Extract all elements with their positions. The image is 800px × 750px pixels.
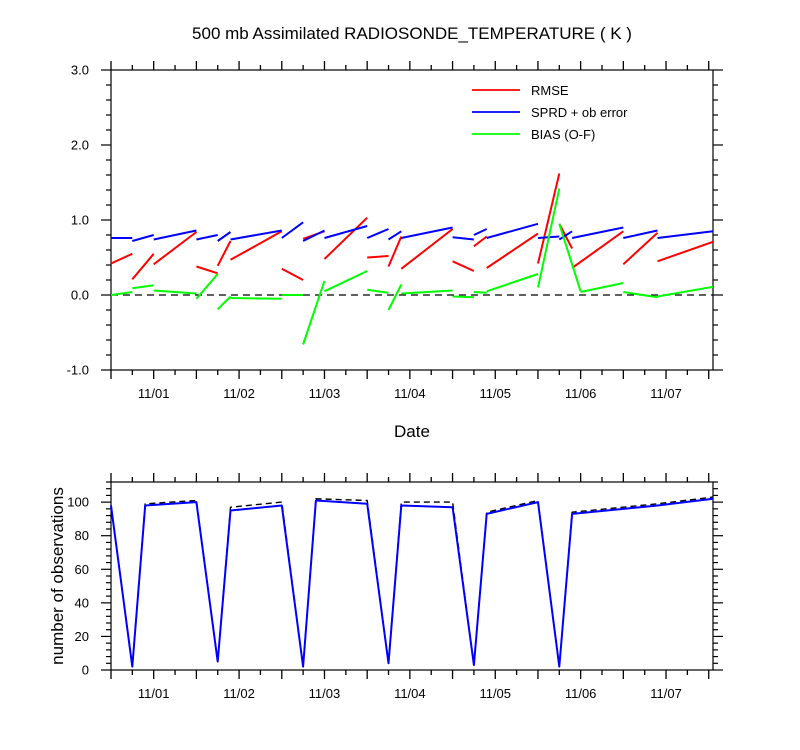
top-y-tick-label: -1.0 (67, 363, 89, 378)
legend: RMSE SPRD + ob error BIAS (O-F) (472, 83, 628, 142)
bottom-y-tick-labels: 100 80 60 40 20 0 (67, 495, 89, 678)
bottom-y-tick-label: 0 (82, 663, 89, 678)
bottom-series-group (110, 496, 714, 668)
obs-line-possible (110, 496, 714, 668)
chart-title: 500 mb Assimilated RADIOSONDE_TEMPERATUR… (192, 24, 632, 43)
bottom-x-tick-label: 11/06 (565, 686, 597, 701)
top-axis-ticks (101, 61, 723, 379)
top-x-tick-label: 11/07 (650, 386, 682, 401)
bottom-y-tick-label: 20 (75, 629, 89, 644)
top-y-tick-label: 1.0 (71, 213, 89, 228)
series-line-rmse (110, 173, 714, 281)
bottom-x-tick-label: 11/04 (394, 686, 426, 701)
x-axis-label: Date (394, 422, 430, 441)
top-x-tick-label: 11/05 (479, 386, 511, 401)
top-y-tick-labels: 3.0 2.0 1.0 0.0 -1.0 (67, 63, 89, 378)
top-x-tick-labels: 11/01 11/02 11/03 11/04 11/05 11/06 11/07 (138, 386, 682, 401)
series-line-bias-o-f (110, 188, 714, 345)
bottom-x-tick-label: 11/05 (479, 686, 511, 701)
legend-sprd-label: SPRD + ob error (531, 105, 628, 120)
top-x-tick-label: 11/02 (223, 386, 255, 401)
top-x-tick-label: 11/04 (394, 386, 426, 401)
bottom-x-tick-labels: 11/01 11/02 11/03 11/04 11/05 11/06 11/07 (138, 686, 682, 701)
top-x-tick-label: 11/06 (565, 386, 597, 401)
legend-rmse-label: RMSE (531, 83, 569, 98)
bottom-x-tick-label: 11/03 (309, 686, 341, 701)
top-y-tick-label: 2.0 (71, 138, 89, 153)
obs-line-assimilated (110, 497, 714, 668)
top-y-tick-label: 3.0 (71, 63, 89, 78)
bottom-x-tick-label: 11/01 (138, 686, 170, 701)
bottom-plot-frame (110, 481, 714, 671)
bottom-y-tick-label: 60 (75, 562, 89, 577)
top-series-group (110, 173, 714, 345)
bottom-y-tick-label: 40 (75, 595, 89, 610)
bottom-y-tick-label: 80 (75, 528, 89, 543)
top-x-tick-label: 11/03 (309, 386, 341, 401)
top-y-tick-label: 0.0 (71, 288, 89, 303)
bottom-x-tick-label: 11/07 (650, 686, 682, 701)
y-axis-label-observations: number of observations (48, 487, 67, 665)
bottom-x-tick-label: 11/02 (223, 686, 255, 701)
bottom-y-tick-label: 100 (67, 495, 89, 510)
legend-bias-label: BIAS (O-F) (531, 127, 595, 142)
bottom-axis-ticks (101, 473, 723, 679)
top-x-tick-label: 11/01 (138, 386, 170, 401)
